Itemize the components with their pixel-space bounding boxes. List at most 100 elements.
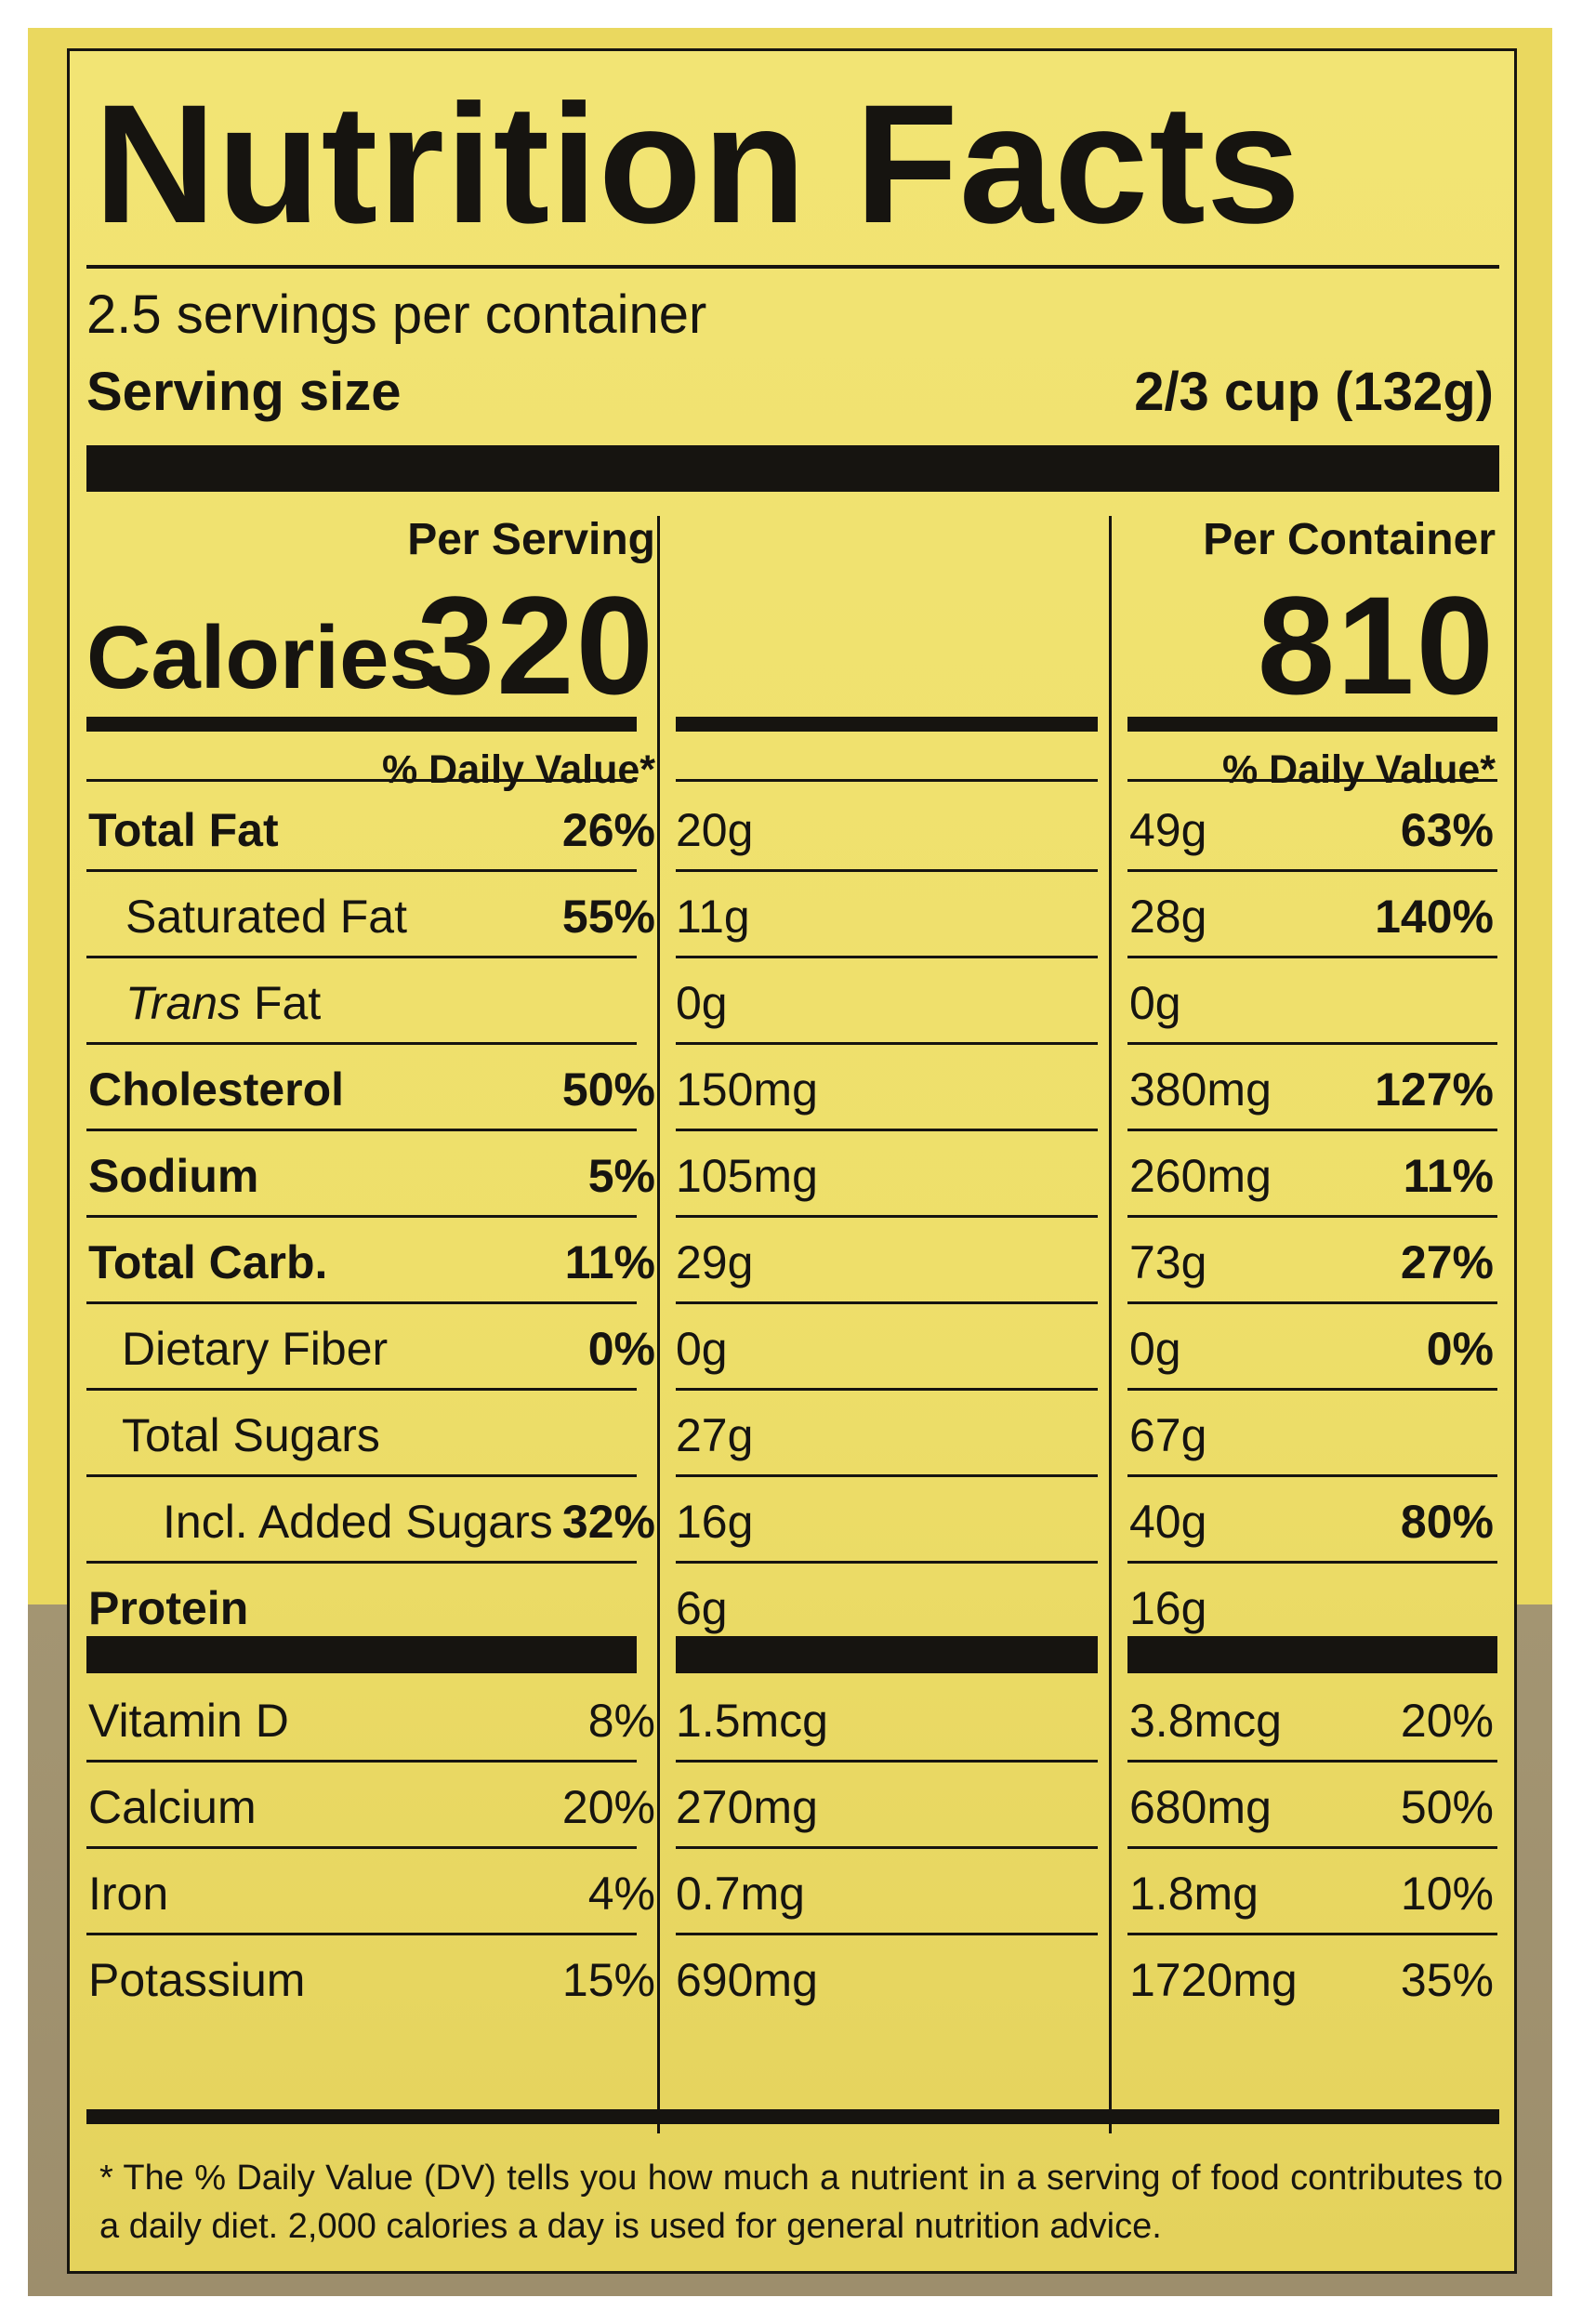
- serving-thick-bar: [86, 445, 1499, 492]
- serving-daily-value: 20%: [561, 1781, 655, 1833]
- row-divider: [86, 1042, 637, 1045]
- container-daily-value: 127%: [1375, 1063, 1494, 1116]
- container-amount: 28g: [1129, 891, 1207, 943]
- row-divider: [1127, 1042, 1497, 1045]
- serving-amount: 16g: [676, 1496, 754, 1548]
- container-daily-value: 63%: [1400, 804, 1494, 856]
- row-divider: [86, 779, 637, 782]
- calories-bar-container-col: [1127, 717, 1497, 732]
- container-amount: 1.8mg: [1129, 1868, 1259, 1920]
- nutrient-label: Total Fat: [88, 804, 279, 856]
- row-divider: [676, 1388, 1098, 1391]
- serving-amount: 0.7mg: [676, 1868, 805, 1920]
- nutrient-label: Protein: [88, 1582, 249, 1634]
- protein-thick-bar-label-col: [86, 1636, 637, 1673]
- servings-per-container: 2.5 servings per container: [86, 284, 707, 345]
- container-amount: 260mg: [1129, 1150, 1272, 1202]
- vitamin-label: Calcium: [88, 1781, 257, 1833]
- container-daily-value: 80%: [1400, 1496, 1494, 1548]
- container-daily-value: 35%: [1400, 1954, 1494, 2006]
- daily-value-footnote: * The % Daily Value (DV) tells you how m…: [99, 2159, 1503, 2246]
- title-divider: [86, 265, 1499, 269]
- row-divider: [86, 1129, 637, 1131]
- row-divider: [1127, 956, 1497, 958]
- row-divider: [676, 1846, 1098, 1849]
- serving-daily-value: 50%: [561, 1063, 655, 1116]
- calories-bar-label-col: [86, 717, 637, 732]
- vitamin-label: Potassium: [88, 1954, 306, 2006]
- row-divider: [1127, 1388, 1497, 1391]
- serving-daily-value: 55%: [561, 891, 655, 943]
- serving-amount: 29g: [676, 1236, 754, 1288]
- serving-daily-value: 11%: [564, 1236, 655, 1288]
- serving-size-value: 2/3 cup (132g): [1134, 362, 1494, 422]
- row-divider: [1127, 1561, 1497, 1564]
- row-divider: [676, 956, 1098, 958]
- daily-value-header-serving: % Daily Value*: [382, 747, 655, 792]
- container-daily-value: 10%: [1400, 1868, 1494, 1920]
- row-divider: [676, 1561, 1098, 1564]
- container-daily-value: 0%: [1426, 1323, 1494, 1375]
- nutrient-label: Total Sugars: [122, 1409, 380, 1461]
- container-daily-value: 11%: [1403, 1150, 1494, 1202]
- serving-daily-value: 15%: [561, 1954, 655, 2006]
- nutrient-label: Dietary Fiber: [122, 1323, 389, 1375]
- row-divider: [1127, 1129, 1497, 1131]
- serving-amount: 150mg: [676, 1063, 818, 1116]
- row-divider: [86, 1301, 637, 1304]
- container-amount: 67g: [1129, 1409, 1207, 1461]
- nutrient-label: Sodium: [88, 1150, 259, 1202]
- row-divider: [86, 1215, 637, 1218]
- serving-daily-value: 5%: [587, 1150, 655, 1202]
- calories-label: Calories: [86, 608, 439, 707]
- container-daily-value: 27%: [1400, 1236, 1494, 1288]
- nutrient-label: Total Carb.: [88, 1236, 328, 1288]
- trans-label-rest: Fat: [241, 977, 322, 1029]
- container-amount: 16g: [1129, 1582, 1207, 1634]
- column-divider-right: [1109, 516, 1112, 2133]
- row-divider: [86, 1474, 637, 1477]
- row-divider: [86, 1846, 637, 1849]
- row-divider: [86, 869, 637, 872]
- serving-daily-value: 26%: [561, 804, 655, 856]
- container-amount: 0g: [1129, 1323, 1181, 1375]
- row-divider: [676, 1215, 1098, 1218]
- serving-amount: 27g: [676, 1409, 754, 1461]
- row-divider: [1127, 1474, 1497, 1477]
- serving-amount: 0g: [676, 1323, 728, 1375]
- container-amount: 680mg: [1129, 1781, 1272, 1833]
- calories-per-serving: 320: [416, 567, 655, 723]
- row-divider: [676, 1129, 1098, 1131]
- vitamin-label: Iron: [88, 1868, 169, 1920]
- container-amount: 0g: [1129, 977, 1181, 1029]
- container-daily-value: 50%: [1400, 1781, 1494, 1833]
- container-amount: 73g: [1129, 1236, 1207, 1288]
- container-daily-value: 20%: [1400, 1695, 1494, 1747]
- row-divider: [86, 1388, 637, 1391]
- row-divider: [1127, 869, 1497, 872]
- serving-amount: 1.5mcg: [676, 1695, 828, 1747]
- serving-daily-value: 4%: [587, 1868, 655, 1920]
- row-divider: [86, 956, 637, 958]
- serving-amount: 6g: [676, 1582, 728, 1634]
- row-divider: [1127, 1301, 1497, 1304]
- protein-thick-bar-container-col: [1127, 1636, 1497, 1673]
- serving-size-label: Serving size: [86, 362, 402, 422]
- serving-amount: 270mg: [676, 1781, 818, 1833]
- serving-amount: 11g: [676, 891, 750, 943]
- row-divider: [86, 1933, 637, 1935]
- row-divider: [86, 1561, 637, 1564]
- row-divider: [1127, 1760, 1497, 1763]
- calories-bar-serving-col: [676, 717, 1098, 732]
- row-divider: [676, 1760, 1098, 1763]
- bottom-thick-bar: [86, 2109, 1499, 2124]
- serving-amount: 20g: [676, 804, 754, 856]
- row-divider: [676, 779, 1098, 782]
- nutrient-label: Cholesterol: [88, 1063, 345, 1116]
- calories-per-container: 810: [1257, 567, 1496, 723]
- vitamin-label: Vitamin D: [88, 1695, 289, 1747]
- serving-daily-value: 8%: [587, 1695, 655, 1747]
- container-amount: 49g: [1129, 804, 1207, 856]
- per-serving-header: Per Serving: [407, 515, 655, 564]
- protein-thick-bar-serving-col: [676, 1636, 1098, 1673]
